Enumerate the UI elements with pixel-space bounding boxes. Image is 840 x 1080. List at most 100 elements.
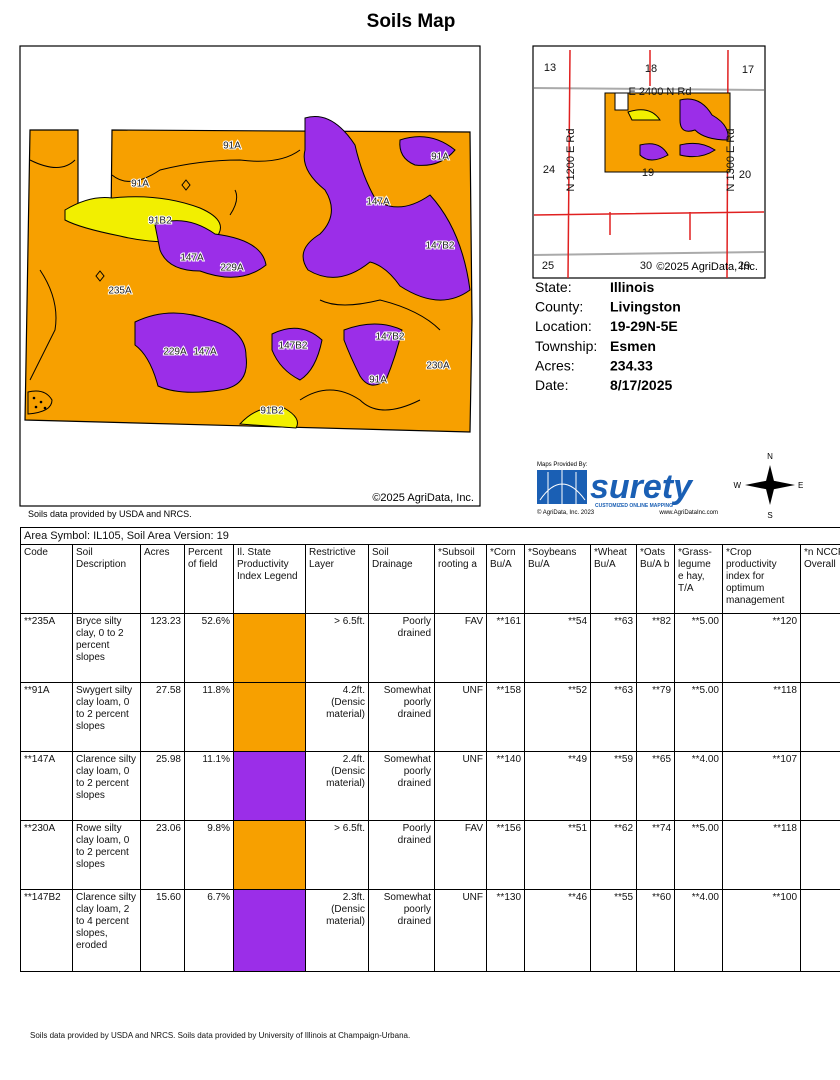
table-cell: **62 [590,820,637,890]
table-cell: 2.3ft. (Densic material) [305,889,369,972]
table-cell: **140 [486,751,525,821]
info-label: Acres: [535,357,575,373]
table-cell: Bryce silty clay, 0 to 2 percent slopes [72,613,141,683]
legend-swatch [233,820,306,890]
table-cell: **158 [486,682,525,752]
table-cell: 15.60 [140,889,185,972]
info-block: State: Illinois County: Livingston Location:… [535,279,681,393]
map-label: 235A [108,286,132,297]
table-row: **147B2 Clarence silty clay loam, 2 to 4 … [20,889,840,972]
locator-yellow [627,109,661,121]
table-cell: **107 [722,751,801,821]
table-cell: **4.00 [674,751,723,821]
table-cell: UNF [434,889,487,972]
soils-table: Area Symbol: IL105, Soil Area Version: 1… [20,527,840,972]
column-header: Il. State Productivity Index Legend [233,544,306,614]
map-label: 147A [180,253,204,264]
soil-purple [399,136,456,166]
table-cell: 5 [799,613,840,683]
dot [32,396,36,400]
map-copyright: ©2025 AgriData, Inc. [372,492,474,504]
map-label: 91B2 [260,406,284,417]
compass-rose [745,465,795,505]
table-cell: **55 [590,889,637,972]
table-cell: **235A [20,613,73,683]
section-number: 30 [640,260,652,272]
table-cell: **54 [524,613,591,683]
column-header: *Wheat Bu/A [590,544,637,614]
column-header: *Crop productivity index for optimum man… [722,544,801,614]
locator-labels: 13 18 17 24 19 20 25 30 29 [542,62,754,272]
logo-globe-lines [539,470,586,504]
column-header: *Grass-legume e hay, T/A [674,544,723,614]
section-number: 13 [544,62,556,74]
logo-tagline: CUSTOMIZED ONLINE MAPPING [595,503,673,509]
table-row: **230A Rowe silty clay loam, 0 to 2 perce… [20,820,840,890]
table-cell: **120 [722,613,801,683]
map-label: 91A [223,141,241,152]
table-cell: FAV [434,613,487,683]
soil-purple [302,116,471,301]
table-cell: **156 [486,820,525,890]
info-value: 8/17/2025 [610,377,672,393]
info-label: Date: [535,377,568,393]
map-label: 147B2 [279,341,308,352]
map-symbol [95,179,191,282]
table-cell: Somewhat poorly drained [368,889,435,972]
table-cell: Somewhat poorly drained [368,682,435,752]
map-label: 147B2 [376,332,405,343]
page-title: Soils Map [367,11,456,32]
section-number: 24 [543,164,555,176]
table-cell: 6.7% [184,889,234,972]
column-header: Soil Drainage [368,544,435,614]
table-row: **147A Clarence silty clay loam, 0 to 2 p… [20,751,840,821]
table-cell: **118 [722,820,801,890]
table-cell: 5 [799,820,840,890]
table-cell: FAV [434,820,487,890]
section-number: 25 [542,260,554,272]
table-cell: Clarence silty clay loam, 2 to 4 percent… [72,889,141,972]
map-label: 229A [163,347,187,358]
table-cell: **52 [524,682,591,752]
map-label: 91A [369,375,387,386]
map-symbol [27,390,53,415]
table-cell: 52.6% [184,613,234,683]
info-value: Livingston [610,299,681,315]
column-header: Acres [140,544,185,614]
table-cell: **79 [636,682,675,752]
compass-n: N [767,452,773,461]
table-cell: 11.8% [184,682,234,752]
table-cell: 123.23 [140,613,185,683]
table-cell: 9.8% [184,820,234,890]
section-number: 20 [739,169,751,181]
info-label: Township: [535,338,597,354]
column-header: *n NCCPI Overall [799,544,840,614]
legend-swatch [233,682,306,752]
table-cell: **74 [636,820,675,890]
table-cell: **147A [20,751,73,821]
table-cell: **59 [590,751,637,821]
table-cell: **118 [722,682,801,752]
table-cell: **147B2 [20,889,73,972]
soil-purple [134,312,247,393]
column-header: Restrictive Layer [305,544,369,614]
table-cell: 2.4ft. (Densic material) [305,751,369,821]
table-cell: **4.00 [674,889,723,972]
dot [43,406,47,410]
column-header: Code [20,544,73,614]
table-cell: **5.00 [674,682,723,752]
footer: Soils data provided by USDA and NRCS. So… [30,1031,411,1040]
table-cell: **63 [590,613,637,683]
table-cell: Somewhat poorly drained [368,751,435,821]
road-label: N 1300 E Rd [725,129,737,192]
table-cell: **60 [636,889,675,972]
table-cell: **49 [524,751,591,821]
table-cell: **230A [20,820,73,890]
road-label: N 1200 E Rd [565,129,577,192]
table-cell: **65 [636,751,675,821]
table-cell: **46 [524,889,591,972]
map-label: 229A [220,263,244,274]
legend-swatch [233,613,306,683]
section-number: 29 [738,260,750,272]
